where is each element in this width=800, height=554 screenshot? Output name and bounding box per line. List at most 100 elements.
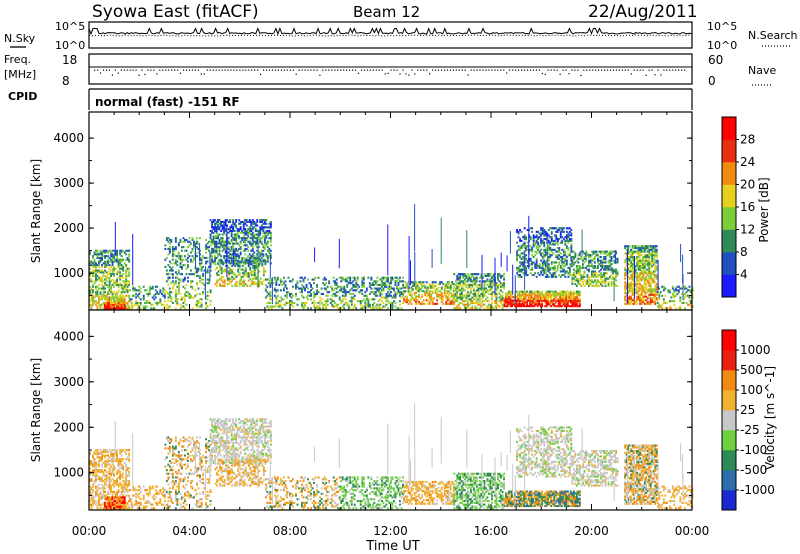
power-cell — [526, 299, 529, 302]
power-cell — [217, 263, 220, 266]
power-cell — [628, 266, 631, 269]
power-cell — [610, 250, 613, 253]
power-cell — [639, 274, 642, 277]
power-cell — [642, 250, 645, 253]
power-cell — [269, 292, 272, 295]
power-cell — [248, 231, 251, 234]
power-cell — [486, 278, 489, 281]
power-cell — [655, 292, 658, 295]
power-cell — [597, 275, 599, 278]
power-cell — [575, 305, 578, 308]
power-cell — [538, 299, 541, 302]
power-cell — [247, 255, 250, 258]
power-cell — [259, 229, 262, 232]
power-cell — [255, 275, 258, 278]
power-cell — [561, 241, 564, 244]
nave-point — [435, 69, 437, 71]
power-cell — [259, 277, 262, 280]
power-cell — [592, 274, 595, 277]
power-cell — [171, 280, 174, 283]
power-cell — [265, 219, 268, 222]
power-cell — [314, 294, 317, 297]
power-cell — [633, 245, 636, 248]
power-cell — [101, 271, 103, 274]
power-cell — [105, 255, 108, 258]
power-cell — [346, 285, 349, 288]
power-cell — [139, 303, 142, 306]
power-cell — [572, 301, 575, 304]
power-cell — [232, 237, 235, 240]
power-cell — [415, 297, 417, 300]
power-cell — [165, 269, 168, 272]
power-cell — [220, 237, 223, 240]
power-cell — [488, 300, 490, 303]
power-cell — [278, 283, 281, 286]
power-cell — [624, 286, 627, 289]
power-cell — [526, 305, 529, 308]
power-cell — [610, 268, 613, 271]
power-cell — [615, 275, 617, 278]
power-cell — [535, 247, 538, 250]
power-cell — [459, 280, 462, 283]
power-cell — [90, 292, 93, 295]
power-cell — [535, 239, 538, 242]
power-cell — [251, 255, 254, 258]
power-cell — [223, 279, 226, 282]
power-cell — [212, 242, 215, 245]
power-cell — [628, 270, 631, 273]
power-cell — [253, 222, 256, 225]
power-cell — [550, 248, 553, 251]
power-cell — [552, 266, 555, 269]
power-cell — [129, 300, 132, 303]
power-cell — [471, 296, 474, 299]
power-cell — [649, 263, 652, 266]
power-cell — [589, 254, 592, 257]
power-cell — [126, 283, 129, 286]
power-cell — [561, 227, 564, 230]
power-cell — [642, 297, 645, 300]
power-cell — [648, 293, 651, 296]
power-cell — [428, 301, 431, 304]
power-cell — [220, 238, 223, 241]
power-cell — [111, 298, 114, 301]
power-cell — [651, 297, 654, 300]
power-cell — [535, 265, 538, 268]
power-cell — [640, 272, 643, 275]
power-cell — [302, 280, 305, 283]
power-cell — [256, 256, 259, 259]
power-cell — [262, 274, 265, 277]
power-cell — [185, 273, 188, 276]
power-cell — [223, 283, 226, 286]
power-cell — [453, 301, 456, 304]
power-cell — [483, 285, 486, 288]
power-cell — [269, 285, 272, 288]
power-cell — [187, 253, 189, 256]
power-cell — [364, 291, 367, 294]
power-cell — [529, 290, 532, 293]
power-cell — [543, 256, 546, 259]
power-cell — [472, 292, 475, 295]
power-cell — [524, 297, 527, 300]
power-cell — [184, 240, 186, 243]
power-cell — [506, 294, 509, 297]
power-cell — [133, 289, 136, 292]
power-cell — [125, 301, 128, 304]
power-cell — [471, 301, 474, 304]
power-cell — [652, 290, 655, 293]
power-cell — [113, 256, 115, 259]
power-cell — [649, 283, 652, 286]
power-cell — [227, 255, 230, 258]
power-cell — [640, 266, 643, 269]
power-cell — [506, 292, 509, 295]
power-cell — [646, 250, 649, 253]
power-cell — [558, 257, 561, 260]
power-cell — [116, 303, 118, 306]
power-cell — [211, 240, 213, 243]
power-cell — [511, 305, 513, 308]
power-cell — [182, 280, 185, 283]
power-cell — [387, 307, 389, 310]
nave-point — [215, 69, 217, 71]
power-cell — [543, 254, 546, 257]
power-cell — [637, 248, 640, 251]
power-cell — [236, 253, 239, 256]
